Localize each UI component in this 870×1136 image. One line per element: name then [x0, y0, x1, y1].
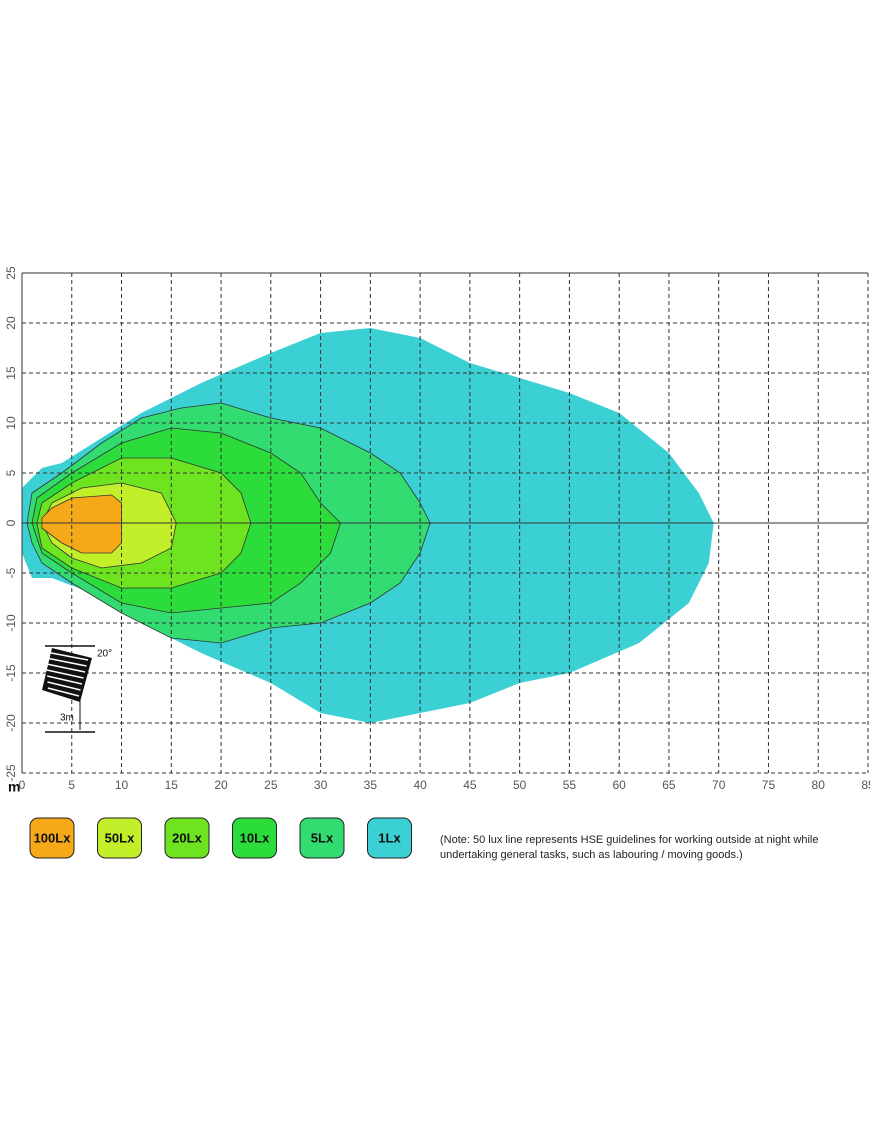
x-tick-label: 40	[413, 778, 427, 792]
y-tick-label: 0	[4, 519, 18, 526]
x-tick-label: 60	[612, 778, 626, 792]
x-tick-label: 35	[364, 778, 378, 792]
legend-label: 1Lx	[378, 830, 401, 845]
x-tick-label: 20	[214, 778, 228, 792]
y-tick-label: -25	[4, 764, 18, 782]
icon-stripe	[47, 687, 80, 697]
x-tick-label: 25	[264, 778, 278, 792]
x-tick-label: 0	[19, 778, 26, 792]
note-text: (Note: 50 lux line represents HSE guidel…	[440, 834, 818, 846]
legend-swatch	[367, 817, 412, 859]
icon-stripe	[46, 657, 87, 667]
y-tick-label: -15	[4, 664, 18, 682]
legend-swatch	[97, 817, 142, 859]
legend-swatch	[232, 817, 277, 859]
x-tick-label: 80	[812, 778, 826, 792]
icon-stripe	[46, 663, 86, 673]
x-unit: m	[8, 779, 20, 795]
x-tick-label: 45	[463, 778, 477, 792]
y-tick-label: 25	[4, 266, 18, 280]
legend-label: 5Lx	[311, 830, 334, 845]
y-tick-label: 10	[4, 416, 18, 430]
x-tick-label: 75	[762, 778, 776, 792]
x-tick-label: 55	[563, 778, 577, 792]
note-text: undertaking general tasks, such as labou…	[440, 849, 743, 861]
x-tick-label: 30	[314, 778, 328, 792]
legend-label: 20Lx	[172, 830, 202, 845]
x-tick-label: 50	[513, 778, 527, 792]
legend-label: 100Lx	[34, 830, 72, 845]
y-tick-label: 20	[4, 316, 18, 330]
x-tick-label: 65	[662, 778, 676, 792]
y-tick-label: 5	[4, 469, 18, 476]
height-label: 3m	[60, 713, 74, 724]
x-tick-label: 85	[861, 778, 870, 792]
y-tick-label: -20	[4, 714, 18, 732]
icon-stripe	[46, 669, 84, 679]
legend-label: 50Lx	[105, 830, 135, 845]
x-tick-label: 15	[165, 778, 179, 792]
x-tick-label: 5	[68, 778, 75, 792]
legend-swatch	[164, 817, 210, 859]
icon-stripe	[47, 681, 81, 691]
legend-label: 10Lx	[240, 830, 270, 845]
y-tick-label: -5	[4, 567, 18, 578]
icon-stripe	[45, 651, 89, 661]
icon-stripe	[47, 675, 83, 685]
angle-label: 20°	[97, 649, 112, 660]
y-tick-label: 15	[4, 366, 18, 380]
isolux-contour	[41, 494, 122, 554]
y-tick-label: -10	[4, 614, 18, 632]
legend-swatch	[299, 817, 345, 859]
lamp-icon	[42, 645, 95, 733]
x-tick-label: 70	[712, 778, 726, 792]
x-tick-label: 10	[115, 778, 129, 792]
legend-swatch	[29, 817, 75, 859]
